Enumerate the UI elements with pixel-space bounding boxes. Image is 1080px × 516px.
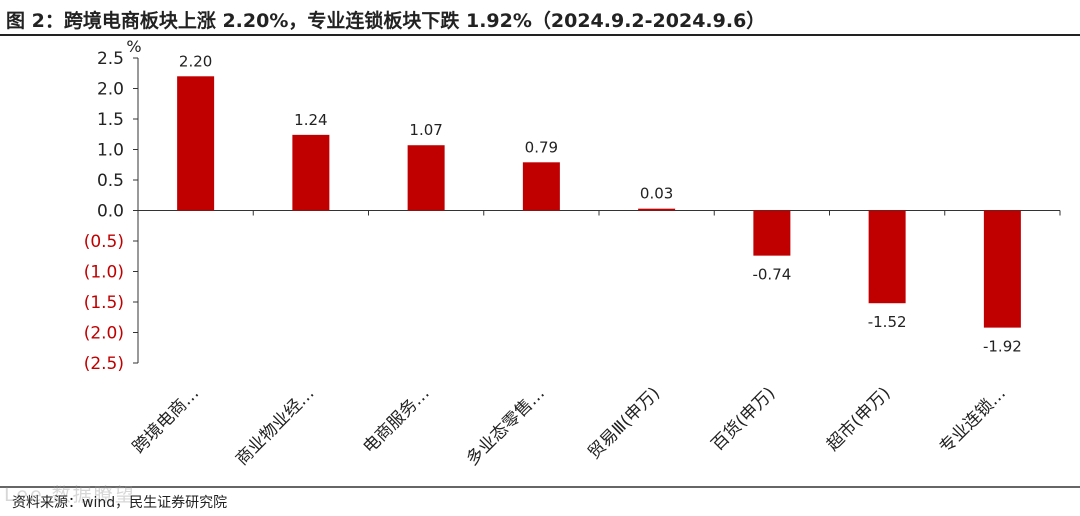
bar bbox=[177, 76, 215, 211]
bar bbox=[638, 208, 676, 211]
source-note: 资料来源：wind，民生证券研究院 bbox=[12, 495, 228, 511]
y-tick-label: 2.5 bbox=[97, 49, 124, 69]
x-category-label: 跨境电商… bbox=[129, 383, 203, 457]
data-label: 2.20 bbox=[179, 52, 212, 70]
x-category-label: 商业物业经… bbox=[232, 383, 318, 469]
data-label: -1.92 bbox=[983, 338, 1022, 356]
data-label: -1.52 bbox=[868, 313, 907, 331]
y-tick-label: 0.0 bbox=[97, 202, 124, 222]
footer-divider bbox=[0, 486, 1080, 488]
bar bbox=[753, 210, 791, 256]
x-category-label: 贸易Ⅲ(申万) bbox=[584, 383, 664, 463]
y-tick-label: 2.0 bbox=[97, 80, 124, 100]
x-category-label: 电商服务… bbox=[359, 383, 433, 457]
y-tick-label: 1.0 bbox=[97, 141, 124, 161]
x-category-label: 百货(申万) bbox=[708, 383, 780, 455]
data-label: -0.74 bbox=[752, 266, 791, 284]
data-label: 0.79 bbox=[525, 138, 558, 156]
data-label: 1.07 bbox=[409, 121, 442, 139]
data-label: 0.03 bbox=[640, 185, 673, 203]
x-category-label: 超市(申万) bbox=[823, 383, 895, 455]
y-unit-label: % bbox=[126, 37, 141, 56]
y-tick-label: (2.5) bbox=[84, 354, 124, 374]
bar bbox=[983, 210, 1021, 328]
y-tick-label: 1.5 bbox=[97, 110, 124, 130]
data-label: 1.24 bbox=[294, 111, 327, 129]
watermark: Lee 数据瞭望 bbox=[4, 484, 136, 506]
y-tick-label: (2.0) bbox=[84, 324, 124, 344]
bar bbox=[522, 162, 560, 211]
y-tick-label: (1.0) bbox=[84, 263, 124, 283]
bar bbox=[868, 210, 906, 304]
bar bbox=[292, 134, 330, 211]
y-tick-label: 0.5 bbox=[97, 171, 124, 191]
x-category-label: 多业态零售… bbox=[463, 383, 549, 469]
x-category-label: 专业连锁… bbox=[936, 383, 1010, 457]
bar-chart: %2.5 2.0 1.5 1.0 0.5 0.0 (0.5) (1.0) (1.5) (2.0) (… bbox=[84, 37, 1061, 470]
title-bar: 图 2：跨境电商板块上涨 2.20%，专业连锁板块下跌 1.92%（2024.9… bbox=[0, 0, 1080, 36]
y-tick-label: (0.5) bbox=[84, 232, 124, 252]
y-tick-label: (1.5) bbox=[84, 293, 124, 313]
bar bbox=[407, 145, 445, 211]
chart-title: 图 2：跨境电商板块上涨 2.20%，专业连锁板块下跌 1.92%（2024.9… bbox=[6, 10, 766, 32]
